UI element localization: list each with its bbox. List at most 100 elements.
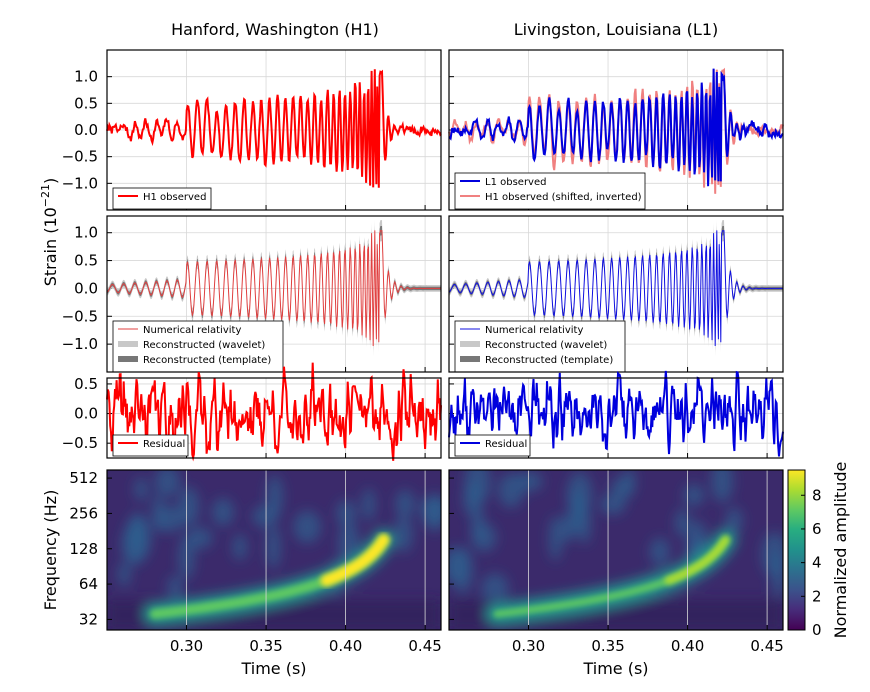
colorbar-tick-label: 6 <box>812 520 822 538</box>
noise-blob <box>121 524 147 566</box>
y-tick-label: −0.5 <box>62 434 98 452</box>
axes-model-r <box>448 215 784 373</box>
colorbar-tick-label: 0 <box>812 621 822 639</box>
noise-blob <box>211 498 235 527</box>
panels: 1.0 0.5 0.0 −0.5 −1.0 H1 observed L1 observed H… <box>62 49 784 655</box>
noise-blob <box>683 484 705 507</box>
y-tick-label: 0.5 <box>74 375 98 393</box>
strain-label-exp: −21 <box>39 184 52 207</box>
x-tick-label: 0.30 <box>170 637 203 655</box>
y-tick-label: 256 <box>69 504 98 522</box>
noise-blob <box>498 473 524 508</box>
y-tick-label: 0.5 <box>74 252 98 270</box>
noise-blob <box>711 470 734 503</box>
colorbar <box>787 469 806 631</box>
time-axis-label-right: Time (s) <box>582 659 648 678</box>
noise-blob <box>338 522 360 565</box>
noise-blob <box>649 537 670 566</box>
legend-entry: Reconstructed (template) <box>143 355 271 366</box>
y-tick-label: 0.0 <box>74 121 98 139</box>
colorbar-label: Normalized amplitude <box>831 462 850 639</box>
spectrogram-r <box>449 470 783 630</box>
noise-blob <box>463 481 482 517</box>
residual-line <box>106 362 442 462</box>
legend-model: Numerical relativity Reconstructed (wavel… <box>112 320 284 373</box>
noise-blob <box>167 575 183 600</box>
x-tick-label: 0.30 <box>512 637 545 655</box>
chirp-peak <box>664 535 730 585</box>
y-tick-label: 0.0 <box>74 405 98 423</box>
grid-spectrogram-r <box>449 470 768 630</box>
numerical-relativity-line <box>106 230 441 347</box>
axes-observed-r <box>448 49 784 211</box>
noise-blob <box>293 510 322 544</box>
noise-blob <box>449 547 467 584</box>
legend-residual: Residual <box>454 434 531 457</box>
residual-line <box>448 370 784 457</box>
axes-spectrogram-r <box>448 469 784 631</box>
y-tick-label: 0.0 <box>74 279 98 297</box>
colorbar-tick-label: 4 <box>812 554 822 572</box>
noise-blob <box>771 553 783 598</box>
x-tick-label: 0.40 <box>671 637 704 655</box>
axes-model-l <box>106 215 442 373</box>
strain-axis-label: Strain (10−21) <box>39 178 60 287</box>
y-tick-label: 128 <box>69 540 98 558</box>
x-tick-label: 0.45 <box>408 637 441 655</box>
l1-observed-line <box>448 68 784 187</box>
y-tick-label: −1.0 <box>62 335 98 353</box>
h1-observed-line <box>106 69 442 188</box>
noise-blob <box>117 562 131 587</box>
colorbar-tick-label: 8 <box>812 486 822 504</box>
x-tick-label: 0.40 <box>329 637 362 655</box>
legend-box <box>454 172 646 210</box>
axes-residual-r <box>448 377 784 459</box>
frequency-axis-label: Frequency (Hz) <box>41 490 60 611</box>
noise-blob <box>420 495 441 524</box>
grid-observed-l <box>107 50 441 210</box>
noise-blob <box>232 533 247 561</box>
spectrogram-l <box>107 470 441 630</box>
legend-observed: L1 observed H1 observed (shifted, inverte… <box>454 172 646 210</box>
legend-box <box>454 434 531 457</box>
legend-box <box>112 434 189 457</box>
noise-blob <box>134 477 148 502</box>
legend-entry: Numerical relativity <box>143 325 241 336</box>
y-tick-label: 0.5 <box>74 94 98 112</box>
time-axis-label-left: Time (s) <box>240 659 306 678</box>
legend-entry: Numerical relativity <box>485 325 583 336</box>
y-tick-label: 32 <box>79 610 98 628</box>
x-tick-label: 0.45 <box>750 637 783 655</box>
noise-blob <box>152 493 165 533</box>
noise-blob <box>336 500 357 527</box>
legend-entry: Reconstructed (template) <box>485 355 613 366</box>
colorbar-ticks: 0 2 4 6 8 <box>801 486 822 639</box>
noise-blob <box>266 475 284 518</box>
legend-box <box>112 320 284 373</box>
noise-blob <box>674 509 691 537</box>
legend-residual: Residual <box>112 434 189 457</box>
y-tick-label: 1.0 <box>74 68 98 86</box>
title-h1: Hanford, Washington (H1) <box>171 20 379 39</box>
legend-entry: Reconstructed (wavelet) <box>143 340 265 351</box>
y-tick-label: 64 <box>79 575 98 593</box>
axes-observed-l <box>106 49 442 211</box>
noise-blob <box>599 494 626 515</box>
noise-blob <box>471 523 497 552</box>
y-tick-label: −0.5 <box>62 307 98 325</box>
legend-entry: Residual <box>143 439 185 450</box>
axes-spectrogram-l <box>106 469 442 631</box>
noise-blob <box>560 513 575 543</box>
noise-blob <box>567 471 593 517</box>
legend-entry: Reconstructed (wavelet) <box>485 340 607 351</box>
noise-blob <box>154 470 181 497</box>
axes-residual-l <box>106 377 442 459</box>
legend-entry: L1 observed <box>485 177 546 188</box>
strain-label-base: Strain (10 <box>41 207 60 286</box>
legend-observed: H1 observed <box>112 187 212 210</box>
noise-blob <box>361 488 376 522</box>
noise-blob <box>622 470 636 495</box>
numerical-relativity-line <box>448 230 783 347</box>
noise-blob <box>481 573 509 604</box>
